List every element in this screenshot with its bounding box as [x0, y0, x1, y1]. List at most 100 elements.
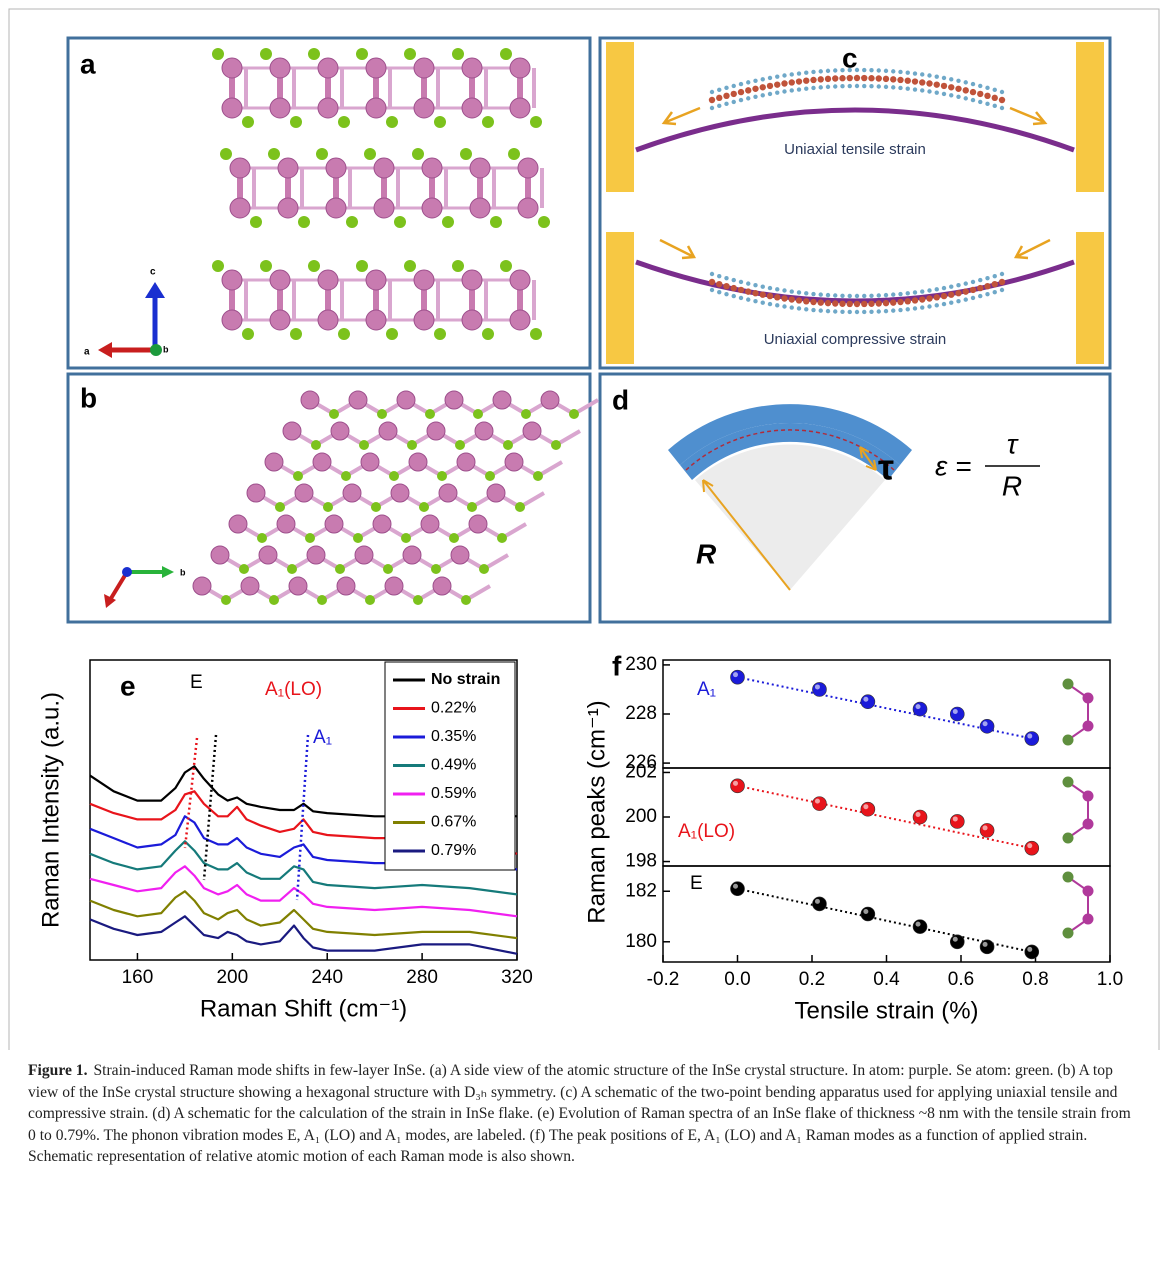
in-atom	[193, 577, 211, 595]
in-atom	[366, 58, 386, 78]
data-point	[861, 907, 875, 921]
axis-b	[150, 344, 162, 356]
x-tick-label: 320	[501, 967, 533, 988]
flake-edge	[848, 294, 852, 298]
flake-edge	[971, 296, 975, 300]
in-atom	[211, 546, 229, 564]
flake-edge	[949, 301, 953, 305]
flake-edge	[782, 89, 786, 93]
flake-edge	[761, 285, 765, 289]
clamp	[1076, 42, 1104, 192]
se-atom	[242, 116, 254, 128]
y-tick-label: 198	[625, 851, 657, 872]
x-tick-label: 200	[216, 967, 248, 988]
data-point	[1025, 945, 1039, 959]
fit-line	[738, 786, 1032, 848]
flake-atom	[890, 76, 896, 82]
flake-atom	[941, 83, 947, 89]
icon-se	[1063, 735, 1074, 746]
flake-atom	[984, 283, 990, 289]
se-atom	[359, 440, 369, 450]
in-atom	[385, 577, 403, 595]
flake-atom	[760, 84, 766, 90]
data-point	[950, 707, 964, 721]
in-atom	[222, 98, 242, 118]
y-axis-title: Raman Intensity (a.u.)	[37, 692, 64, 928]
flake-edge	[877, 84, 881, 88]
flake-edge	[826, 69, 830, 73]
mode-label: E	[690, 873, 703, 894]
se-atom	[308, 260, 320, 272]
x-tick-label: 1.0	[1097, 969, 1123, 990]
peak-label: A₁	[313, 727, 332, 748]
flake-edge	[732, 278, 736, 282]
flake-atom	[905, 298, 911, 304]
flake-edge	[797, 290, 801, 294]
in-atom	[510, 98, 530, 118]
point-highlight	[815, 799, 820, 804]
flake-atom	[897, 299, 903, 305]
flake-atom	[832, 75, 838, 81]
flake-edge	[768, 302, 772, 306]
flake-edge	[746, 96, 750, 100]
data-point	[950, 935, 964, 949]
in-atom	[409, 453, 427, 471]
in-atom	[222, 270, 242, 290]
in-atom	[318, 98, 338, 118]
flake-edge	[993, 104, 997, 108]
flake-atom	[955, 290, 961, 296]
data-point	[1025, 732, 1039, 746]
label: Uniaxial compressive strain	[764, 331, 947, 348]
flake-atom	[934, 294, 940, 300]
flake-atom	[999, 279, 1005, 285]
flake-edge	[746, 281, 750, 285]
flake-edge	[1000, 288, 1004, 292]
axis-label: c	[150, 267, 156, 278]
in-atom	[462, 98, 482, 118]
flake-edge	[833, 293, 837, 297]
se-atom	[250, 216, 262, 228]
flake-edge	[732, 84, 736, 88]
se-atom	[521, 409, 531, 419]
se-atom	[437, 471, 447, 481]
point-highlight	[733, 884, 738, 889]
se-atom	[482, 328, 494, 340]
flake-edge	[906, 70, 910, 74]
flake-edge	[942, 92, 946, 96]
flake-edge	[891, 292, 895, 296]
flake-edge	[790, 72, 794, 76]
in-atom	[277, 515, 295, 533]
flake-edge	[978, 84, 982, 88]
tau: τ	[878, 447, 894, 488]
flake-edge	[819, 85, 823, 89]
legend-label: 0.59%	[431, 785, 476, 802]
se-atom	[260, 48, 272, 60]
in-atom	[510, 58, 530, 78]
se-atom	[449, 533, 459, 543]
se-atom	[530, 116, 542, 128]
peak-guide	[204, 735, 216, 880]
se-atom	[404, 260, 416, 272]
flake-edge	[906, 86, 910, 90]
in-atom	[270, 310, 290, 330]
se-atom	[452, 260, 464, 272]
flake-edge	[993, 88, 997, 92]
y-tick-label: 230	[625, 654, 657, 675]
in-atom	[397, 391, 415, 409]
flake-edge	[768, 92, 772, 96]
flake-edge	[717, 290, 721, 294]
x-tick-label: 0.2	[799, 969, 825, 990]
legend-label: 0.22%	[431, 700, 476, 717]
se-atom	[329, 409, 339, 419]
flake-edge	[1000, 90, 1004, 94]
flake-edge	[761, 93, 765, 97]
flake-edge	[913, 306, 917, 310]
in-atom	[457, 453, 475, 471]
icon-se	[1063, 833, 1074, 844]
se-atom	[425, 409, 435, 419]
x-axis-title: Raman Shift (cm⁻¹)	[200, 995, 407, 1022]
flake-edge	[993, 290, 997, 294]
point-highlight	[1027, 843, 1032, 848]
icon-in	[1083, 721, 1094, 732]
flake-edge	[964, 297, 968, 301]
